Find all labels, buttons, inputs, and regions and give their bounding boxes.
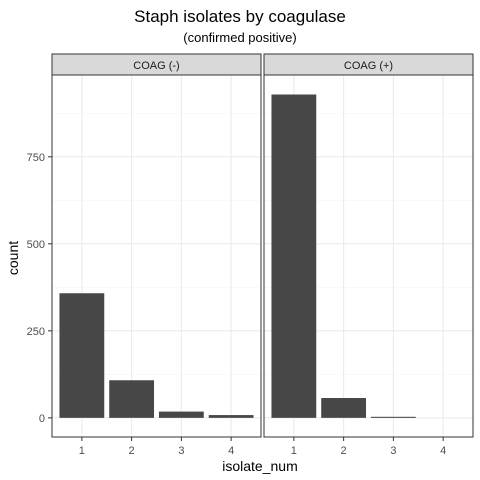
- x-tick-label: 2: [129, 445, 135, 457]
- panel-border: [51, 74, 262, 438]
- y-tick-label: 500: [27, 239, 45, 251]
- chart-title: Staph isolates by coagulase: [134, 7, 346, 26]
- bar: [158, 411, 204, 418]
- facet-strip-label: COAG (-): [133, 60, 179, 72]
- bar: [321, 398, 367, 418]
- chart-subtitle: (confirmed positive): [183, 30, 296, 45]
- facet-panel: COAG (+) 1 2 3 4: [263, 53, 474, 457]
- y-tick-label: 750: [27, 152, 45, 164]
- bar: [109, 380, 155, 418]
- x-tick-label: 3: [178, 445, 184, 457]
- bar: [208, 415, 254, 418]
- y-axis: 0 250 500 750: [27, 152, 52, 425]
- y-axis-title: count: [5, 241, 21, 275]
- facet-panels: COAG (-) 1 2 3 4 COAG (+) 1 2 3 4: [51, 53, 474, 457]
- facet-panel: COAG (-) 1 2 3 4: [51, 53, 262, 457]
- x-tick-label: 3: [390, 445, 396, 457]
- y-tick-label: 0: [39, 413, 45, 425]
- facet-strip-label: COAG (+): [344, 60, 393, 72]
- x-tick-label: 4: [228, 445, 234, 457]
- x-tick-label: 4: [440, 445, 446, 457]
- bar: [59, 293, 105, 418]
- bar: [271, 94, 317, 418]
- bar: [370, 416, 416, 418]
- x-tick-label: 1: [291, 445, 297, 457]
- y-tick-label: 250: [27, 326, 45, 338]
- panel-border: [263, 74, 474, 438]
- x-tick-label: 2: [341, 445, 347, 457]
- x-tick-label: 1: [79, 445, 85, 457]
- x-axis-title: isolate_num: [222, 458, 298, 474]
